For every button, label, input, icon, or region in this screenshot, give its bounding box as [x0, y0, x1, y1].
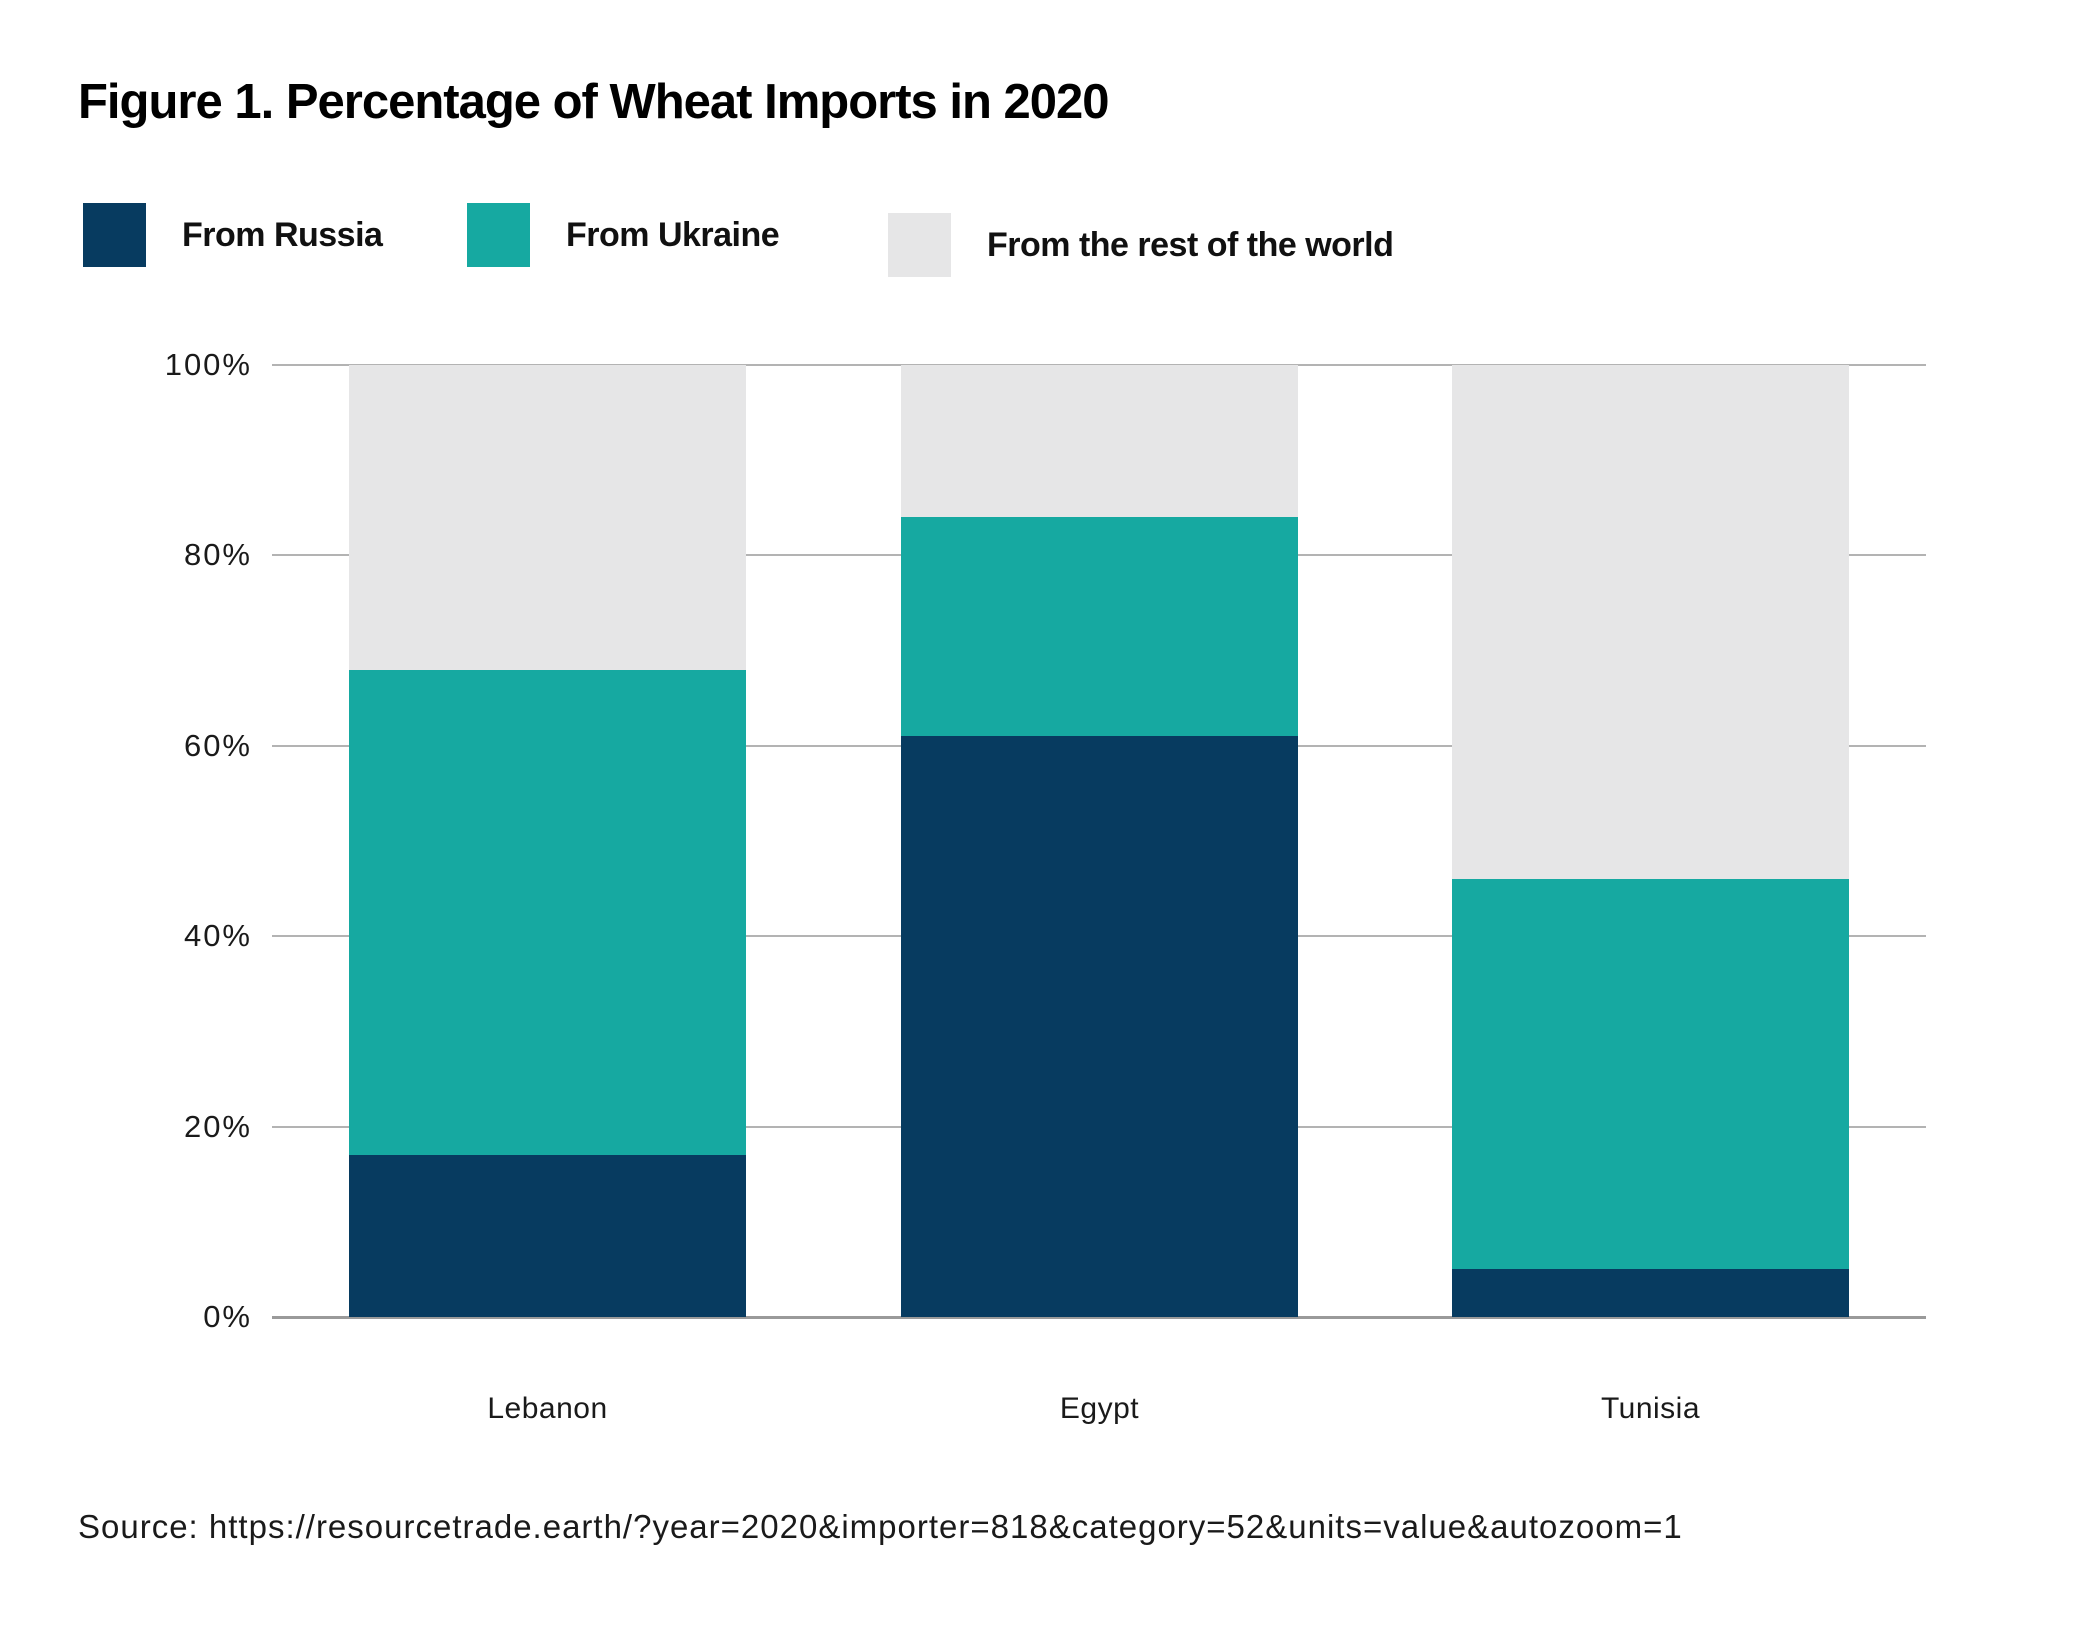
x-category-label: Lebanon — [487, 1392, 608, 1425]
legend-swatch-ukraine — [467, 203, 530, 267]
y-tick-label: 60% — [183, 727, 252, 763]
bar-segment — [349, 1155, 746, 1317]
y-tick-label: 80% — [183, 537, 252, 573]
bar-segment — [349, 365, 746, 670]
bar-segment — [1452, 1269, 1849, 1317]
legend-label-rest-of-world: From the rest of the world — [987, 225, 1394, 264]
bar-segment — [349, 669, 746, 1156]
bar-segment — [1452, 879, 1849, 1270]
bar-segment — [1452, 365, 1849, 880]
legend-item-russia: From Russia — [83, 203, 383, 267]
bar-segment — [901, 736, 1298, 1317]
y-tick-label: 20% — [183, 1108, 252, 1144]
legend-label-russia: From Russia — [182, 215, 383, 254]
legend-label-ukraine: From Ukraine — [566, 215, 780, 254]
bar-segment — [901, 365, 1298, 518]
figure-title: Figure 1. Percentage of Wheat Imports in… — [78, 75, 1110, 129]
legend-swatch-russia — [83, 203, 146, 267]
y-tick-label: 0% — [203, 1299, 252, 1334]
bar-segment — [901, 517, 1298, 737]
legend-swatch-rest-of-world — [888, 213, 951, 277]
x-category-label: Tunisia — [1600, 1392, 1701, 1425]
x-axis-baseline — [272, 1316, 1926, 1319]
legend-item-ukraine: From Ukraine — [467, 203, 780, 267]
y-tick-label: 100% — [164, 347, 252, 382]
source-note: Source: https://resourcetrade.earth/?yea… — [78, 1508, 1683, 1545]
legend-item-rest-of-world: From the rest of the world — [888, 213, 1394, 277]
x-category-label: Egypt — [1059, 1392, 1140, 1425]
y-tick-label: 40% — [183, 918, 252, 954]
